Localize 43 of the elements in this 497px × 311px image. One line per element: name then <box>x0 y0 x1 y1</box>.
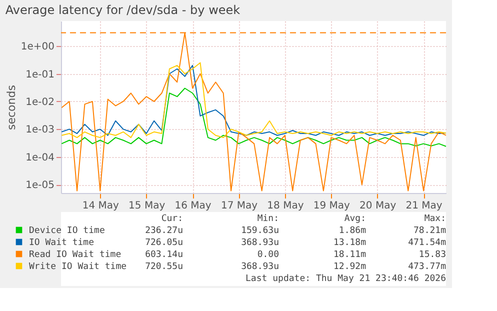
text: Cur: <box>161 214 183 224</box>
text: 13.18m <box>333 238 366 248</box>
legend-label: IO Wait time <box>29 238 94 248</box>
x-tick-label: 19 May <box>313 200 350 212</box>
y-tick-label: 1e-03 <box>26 124 54 136</box>
line-series <box>61 32 446 192</box>
line-series <box>61 88 446 147</box>
text: 0.00 <box>257 250 279 260</box>
text: Max: <box>424 214 446 224</box>
x-tick-label: 21 May <box>406 200 442 212</box>
y-tick-label: 1e-04 <box>26 152 54 164</box>
y-tick-label: 1e-05 <box>26 180 54 192</box>
x-tick-label: 15 May <box>128 200 166 212</box>
text: Avg: <box>344 214 366 224</box>
x-tick-label: 16 May <box>174 200 212 212</box>
text: 15.83 <box>418 250 446 260</box>
text: Last update: Thu May 21 23:40:46 2026 <box>246 274 446 284</box>
text: 471.54m <box>408 238 446 248</box>
text: 1.86m <box>338 226 366 236</box>
text: 78.21m <box>413 226 446 236</box>
text: 726.05u <box>145 238 183 248</box>
text: 603.14u <box>145 250 183 260</box>
legend-label: Read IO Wait time <box>29 250 122 260</box>
text: 159.63u <box>241 226 279 236</box>
y-tick-label: 1e+00 <box>20 42 54 53</box>
text: 12.92m <box>333 262 366 272</box>
x-tick-label: 14 May <box>82 200 120 212</box>
text: 473.77m <box>408 262 446 272</box>
text: 236.27u <box>145 226 183 236</box>
chart-title: Average latency for /dev/sda - by week <box>5 3 240 17</box>
legend-label: Write IO Wait time <box>29 262 127 272</box>
x-tick-label: 20 May <box>360 200 396 212</box>
text: 368.93u <box>241 262 279 272</box>
text: Min: <box>257 214 279 224</box>
legend-label: Device IO time <box>29 226 105 236</box>
text: 720.55u <box>145 262 183 272</box>
x-tick-label: 17 May <box>220 200 258 212</box>
text: 18.11m <box>333 250 366 260</box>
y-tick-label: 1e-02 <box>26 96 54 108</box>
x-tick-label: 18 May <box>267 200 304 212</box>
y-tick-label: 1e-01 <box>26 69 54 80</box>
y-axis-title: seconds <box>4 84 18 130</box>
text: 368.93u <box>241 238 279 248</box>
